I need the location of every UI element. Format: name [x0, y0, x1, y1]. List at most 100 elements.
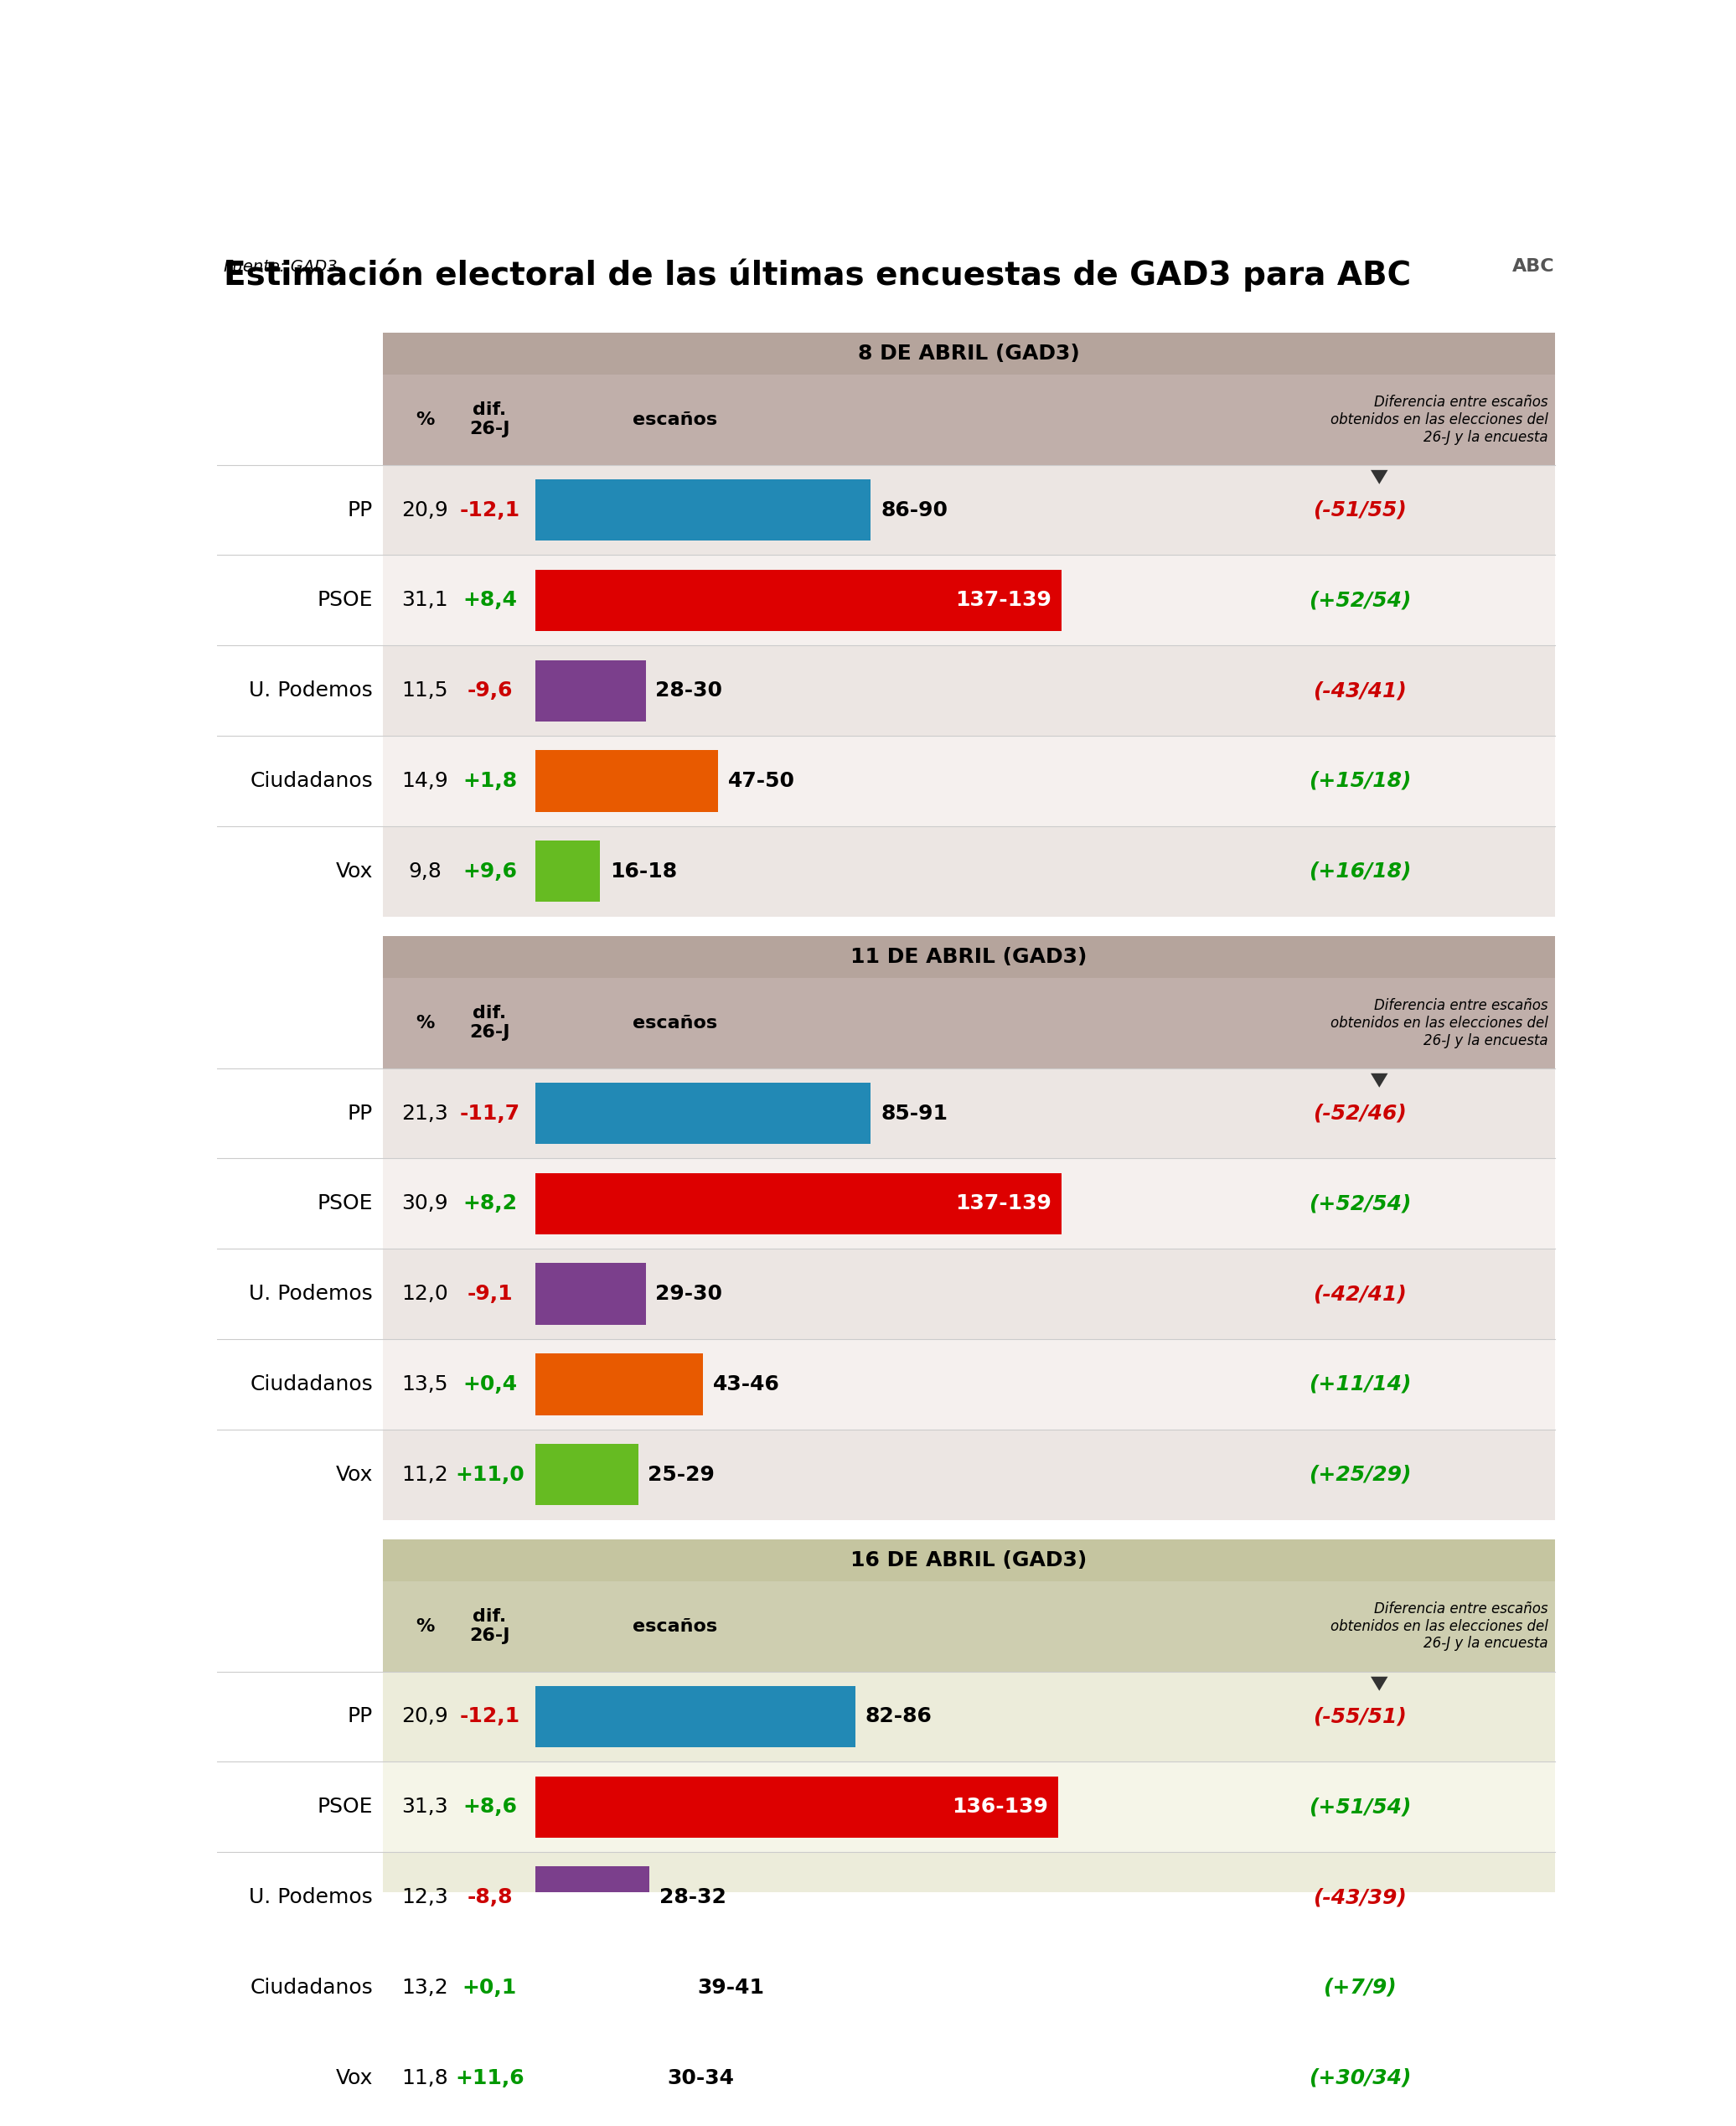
Text: Ciudadanos: Ciudadanos — [250, 1977, 373, 1998]
Text: 136-139: 136-139 — [951, 1796, 1049, 1818]
Bar — [535, 1956, 687, 2018]
Bar — [382, 466, 1555, 555]
Text: 29-30: 29-30 — [656, 1284, 722, 1303]
Text: +8,2: +8,2 — [462, 1193, 517, 1214]
Bar — [382, 646, 1555, 736]
Bar — [382, 1582, 1555, 1671]
Text: 12,3: 12,3 — [401, 1888, 448, 1907]
Text: 14,9: 14,9 — [401, 772, 448, 791]
Text: (+11/14): (+11/14) — [1309, 1373, 1411, 1395]
Text: PP: PP — [347, 1707, 373, 1726]
Text: (-51/55): (-51/55) — [1312, 500, 1406, 521]
Text: -9,1: -9,1 — [467, 1284, 512, 1303]
Text: +8,4: +8,4 — [462, 591, 517, 610]
Text: 85-91: 85-91 — [880, 1103, 948, 1123]
Text: 28-30: 28-30 — [656, 680, 722, 702]
Bar — [382, 2032, 1555, 2124]
Text: 20,9: 20,9 — [401, 1707, 448, 1726]
Text: 21,3: 21,3 — [401, 1103, 448, 1123]
Text: +11,0: +11,0 — [455, 1465, 524, 1484]
Text: 8 DE ABRIL (GAD3): 8 DE ABRIL (GAD3) — [858, 344, 1080, 364]
Text: -11,7: -11,7 — [460, 1103, 519, 1123]
Text: PP: PP — [347, 1103, 373, 1123]
Text: 137-139: 137-139 — [955, 1193, 1052, 1214]
Bar — [382, 1762, 1555, 1852]
Text: Vox: Vox — [335, 1465, 373, 1484]
Text: -8,8: -8,8 — [467, 1888, 512, 1907]
Text: %: % — [415, 1014, 434, 1031]
Bar — [382, 1067, 1555, 1159]
Text: 12,0: 12,0 — [401, 1284, 448, 1303]
Bar — [382, 1943, 1555, 2032]
Bar — [535, 1686, 856, 1748]
Text: 137-139: 137-139 — [955, 591, 1052, 610]
Text: (-43/41): (-43/41) — [1312, 680, 1406, 702]
Bar — [382, 555, 1555, 646]
Text: 20,9: 20,9 — [401, 500, 448, 521]
Text: 82-86: 82-86 — [865, 1707, 932, 1726]
Bar — [382, 935, 1555, 978]
Text: PP: PP — [347, 500, 373, 521]
Bar — [382, 1159, 1555, 1248]
Text: %: % — [415, 1618, 434, 1635]
Text: (+52/54): (+52/54) — [1309, 591, 1411, 610]
Text: 25-29: 25-29 — [648, 1465, 715, 1484]
Text: Vox: Vox — [335, 861, 373, 882]
Text: dif.
26-J: dif. 26-J — [469, 402, 510, 438]
Text: 11,8: 11,8 — [401, 2069, 448, 2088]
Text: %: % — [415, 410, 434, 427]
Text: +0,4: +0,4 — [462, 1373, 517, 1395]
Bar — [382, 1671, 1555, 1762]
Bar — [382, 374, 1555, 466]
Polygon shape — [1371, 1074, 1387, 1089]
Text: U. Podemos: U. Podemos — [248, 1284, 373, 1303]
Text: +9,6: +9,6 — [462, 861, 517, 882]
Text: +1,8: +1,8 — [462, 772, 517, 791]
Text: Fuente: GAD3: Fuente: GAD3 — [224, 259, 337, 274]
Text: -12,1: -12,1 — [460, 1707, 519, 1726]
Text: 11,5: 11,5 — [401, 680, 448, 702]
Text: 30-34: 30-34 — [667, 2069, 734, 2088]
Bar — [535, 1082, 871, 1144]
Text: 11,2: 11,2 — [401, 1465, 448, 1484]
Bar — [535, 659, 646, 721]
Bar — [535, 1775, 1057, 1837]
Bar — [382, 736, 1555, 827]
Text: -12,1: -12,1 — [460, 500, 519, 521]
Bar — [535, 1867, 649, 1928]
Text: U. Podemos: U. Podemos — [248, 680, 373, 702]
Text: Estimación electoral de las últimas encuestas de GAD3 para ABC: Estimación electoral de las últimas encu… — [224, 259, 1411, 291]
Text: +11,6: +11,6 — [455, 2069, 524, 2088]
Bar — [535, 2047, 658, 2109]
Text: 11 DE ABRIL (GAD3): 11 DE ABRIL (GAD3) — [851, 946, 1087, 967]
Text: (-52/46): (-52/46) — [1312, 1103, 1406, 1123]
Text: Vox: Vox — [335, 2069, 373, 2088]
Text: 13,5: 13,5 — [401, 1373, 448, 1395]
Bar — [382, 978, 1555, 1067]
Bar — [535, 570, 1062, 631]
Bar — [382, 1429, 1555, 1520]
Text: PSOE: PSOE — [318, 1796, 373, 1818]
Text: PSOE: PSOE — [318, 1193, 373, 1214]
Text: 16 DE ABRIL (GAD3): 16 DE ABRIL (GAD3) — [851, 1550, 1087, 1571]
Bar — [535, 750, 719, 812]
Text: (-43/39): (-43/39) — [1312, 1888, 1406, 1907]
Text: (-55/51): (-55/51) — [1312, 1707, 1406, 1726]
Text: Ciudadanos: Ciudadanos — [250, 1373, 373, 1395]
Text: 31,1: 31,1 — [401, 591, 448, 610]
Bar — [382, 1248, 1555, 1339]
Text: (+52/54): (+52/54) — [1309, 1193, 1411, 1214]
Text: 86-90: 86-90 — [880, 500, 948, 521]
Bar — [535, 1263, 646, 1324]
Text: (-42/41): (-42/41) — [1312, 1284, 1406, 1303]
Bar — [535, 1354, 703, 1416]
Text: 9,8: 9,8 — [408, 861, 441, 882]
Text: ABC: ABC — [1512, 257, 1555, 274]
Text: 39-41: 39-41 — [698, 1977, 764, 1998]
Text: (+51/54): (+51/54) — [1309, 1796, 1411, 1818]
Text: 16-18: 16-18 — [609, 861, 677, 882]
Text: escaños: escaños — [632, 410, 717, 427]
Text: Diferencia entre escaños
obtenidos en las elecciones del
26-J y la encuesta: Diferencia entre escaños obtenidos en la… — [1330, 395, 1549, 444]
Polygon shape — [1371, 1677, 1387, 1690]
Bar — [382, 827, 1555, 916]
